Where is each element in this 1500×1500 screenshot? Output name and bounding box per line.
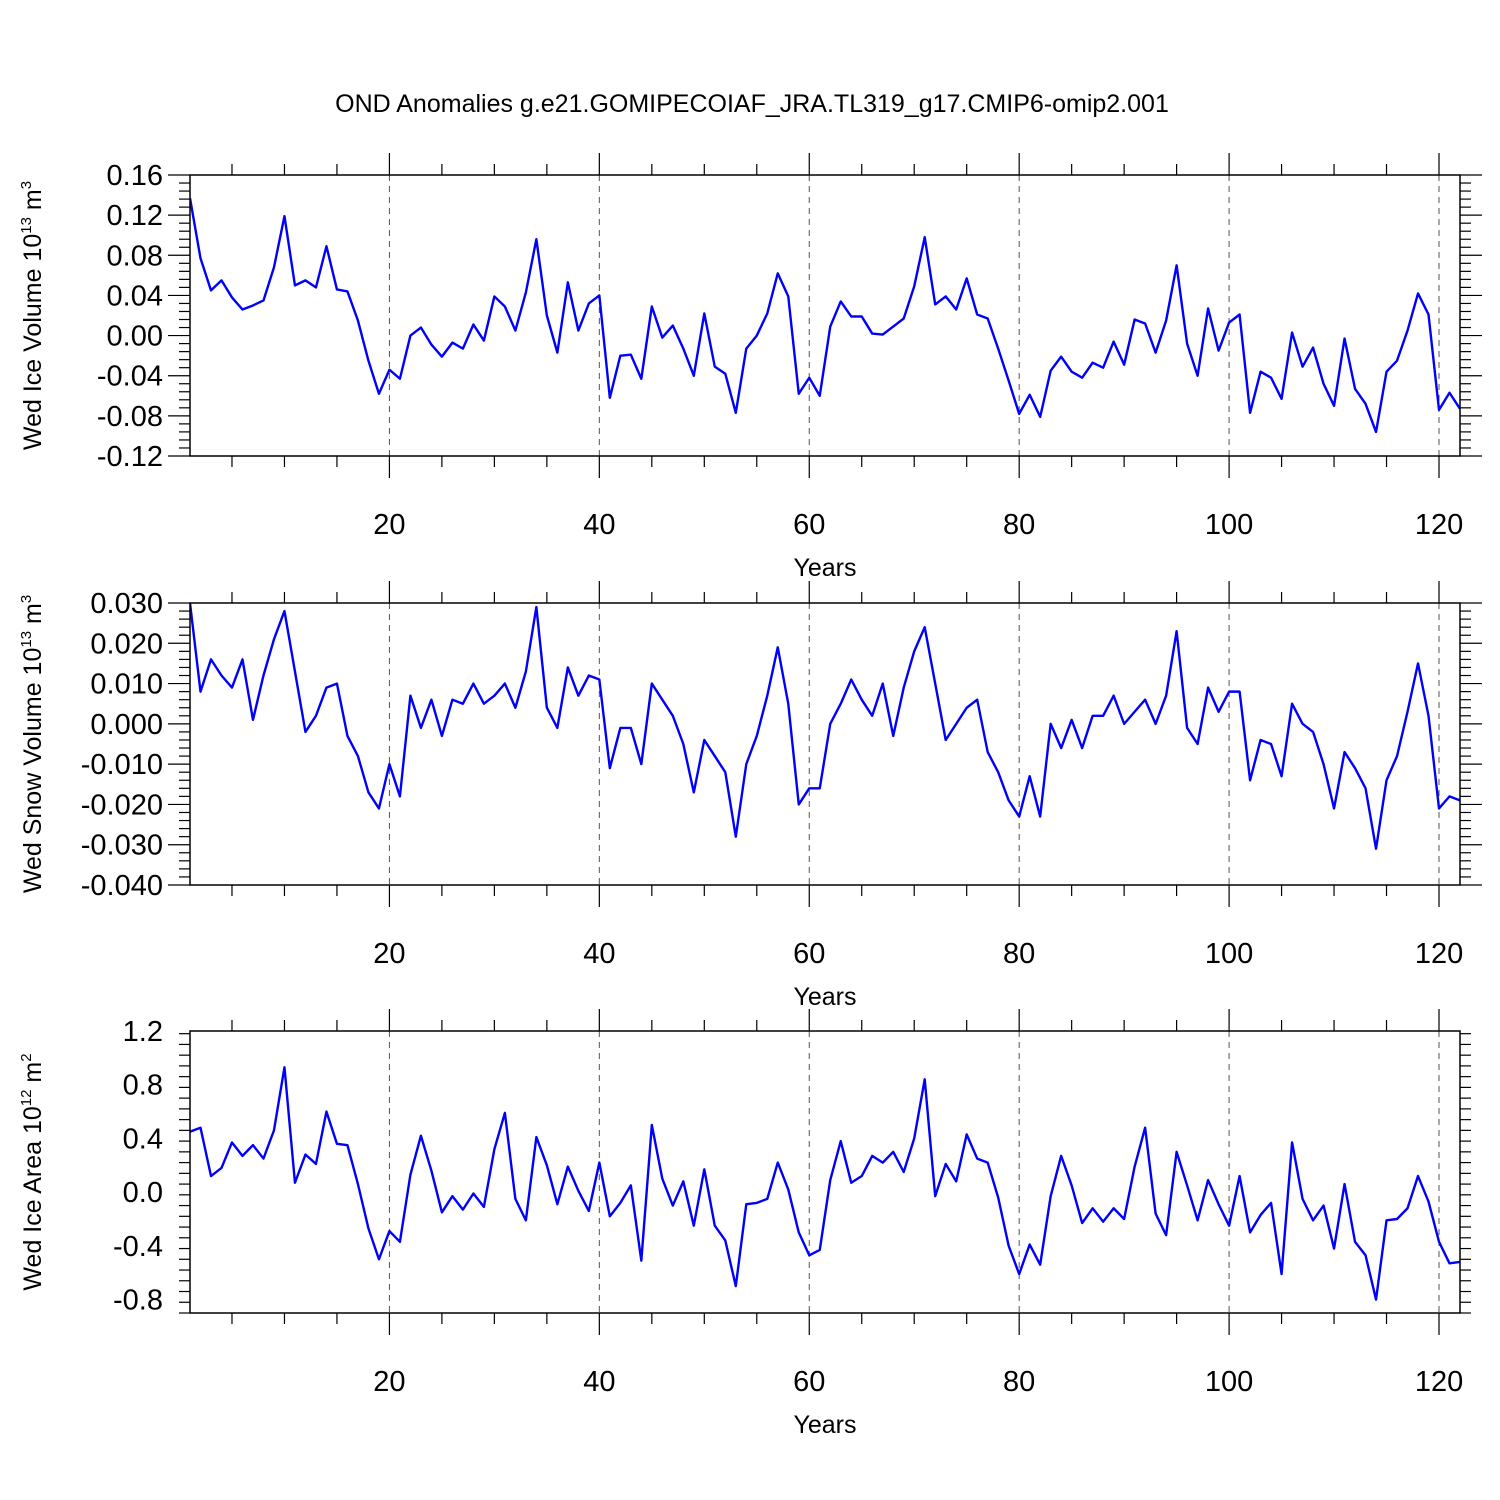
plot-frame <box>189 174 1461 457</box>
x-tick-label: 60 <box>793 1366 825 1398</box>
y-tick-label: 0.010 <box>90 669 163 701</box>
x-tick-label: 100 <box>1205 509 1253 541</box>
y-tick-label: 0.00 <box>107 321 163 353</box>
y-tick-label: 0.04 <box>107 280 163 312</box>
plot-frame <box>189 602 1461 886</box>
y-tick-label: -0.030 <box>81 830 163 862</box>
y-tick-label: -0.8 <box>113 1285 163 1317</box>
plot-frame <box>189 1030 1461 1314</box>
x-tick-label: 120 <box>1415 509 1463 541</box>
x-tick-label: 100 <box>1205 1366 1253 1398</box>
x-tick-label: 20 <box>373 938 405 970</box>
x-axis-title: Years <box>793 1411 856 1439</box>
y-tick-label: 0.16 <box>107 160 163 192</box>
x-tick-label: 60 <box>793 509 825 541</box>
y-tick-label: 0.030 <box>90 588 163 620</box>
y-tick-label: 0.08 <box>107 240 163 272</box>
y-tick-label: 1.2 <box>123 1016 163 1048</box>
y-tick-label: 0.12 <box>107 200 163 232</box>
chart-panels: -0.12 -0.08 -0.04 0.00 0.04 0.08 0.12 0.16 20 40 6… <box>18 153 1482 1439</box>
x-tick-label: 40 <box>583 938 615 970</box>
y-tick-label: -0.4 <box>113 1231 163 1263</box>
x-tick-label: 40 <box>583 509 615 541</box>
x-tick-label: 40 <box>583 1366 615 1398</box>
y-tick-label: -0.020 <box>81 789 163 821</box>
x-tick-label: 80 <box>1003 938 1035 970</box>
y-axis-title: Wed Ice Volume 1013 m3 <box>18 181 47 450</box>
series-line-2 <box>190 603 1460 850</box>
series-line-3 <box>190 1066 1460 1301</box>
y-tick-label: 0.4 <box>123 1123 163 1155</box>
chart-panel-3: -0.8 -0.4 0.0 0.4 0.8 1.2 20 40 60 80 100 120 Years W… <box>18 1009 1471 1439</box>
x-tick-label: 80 <box>1003 509 1035 541</box>
x-tick-label: 120 <box>1415 938 1463 970</box>
chart-panel-1: -0.12 -0.08 -0.04 0.00 0.04 0.08 0.12 0.16 20 40 6… <box>18 153 1482 582</box>
chart-title: OND Anomalies g.e21.GOMIPECOIAF_JRA.TL31… <box>335 90 1169 118</box>
y-tick-label: -0.010 <box>81 749 163 781</box>
x-tick-label: 120 <box>1415 1366 1463 1398</box>
y-tick-label: 0.8 <box>123 1070 163 1102</box>
y-tick-label: 0.0 <box>123 1177 163 1209</box>
chart-panel-2: -0.040 -0.030 -0.020 -0.010 0.000 0.010 0.020 0… <box>18 581 1482 1011</box>
x-tick-label: 60 <box>793 938 825 970</box>
y-tick-label: 0.000 <box>90 709 163 741</box>
x-tick-label: 80 <box>1003 1366 1035 1398</box>
y-tick-label: -0.12 <box>97 441 163 473</box>
x-tick-label: 20 <box>373 1366 405 1398</box>
x-tick-label: 100 <box>1205 938 1253 970</box>
x-axis-title: Years <box>793 554 856 582</box>
series-line-1 <box>190 197 1460 434</box>
y-axis-title: Wed Snow Volume 1013 m3 <box>18 595 47 893</box>
x-axis-title: Years <box>793 983 856 1011</box>
y-axis-title: Wed Ice Area 1012 m2 <box>18 1053 47 1290</box>
y-tick-label: 0.020 <box>90 628 163 660</box>
y-tick-label: -0.040 <box>81 870 163 902</box>
x-tick-label: 20 <box>373 509 405 541</box>
y-tick-label: -0.04 <box>97 361 163 393</box>
y-tick-label: -0.08 <box>97 401 163 433</box>
